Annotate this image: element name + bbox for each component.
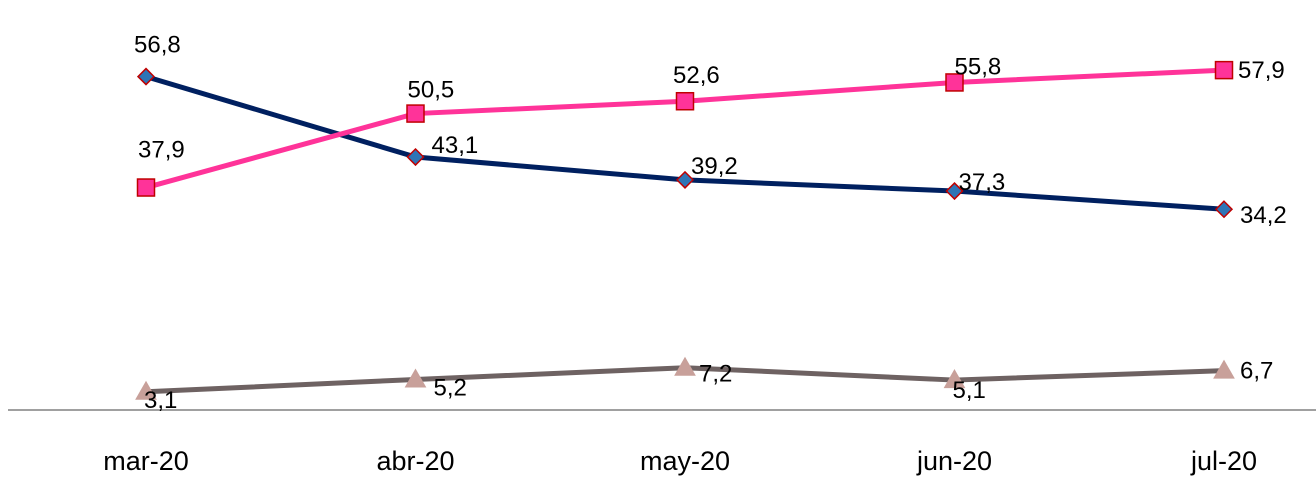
data-label: 5,1	[953, 377, 986, 404]
diamond-marker	[406, 147, 425, 167]
data-label: 37,9	[138, 137, 185, 164]
series-layer	[135, 60, 1235, 400]
data-label: 56,8	[134, 32, 181, 59]
x-tick-label: jul-20	[1190, 446, 1257, 476]
triangle-marker	[1213, 359, 1235, 379]
data-label: 3,1	[144, 387, 177, 414]
data-label: 6,7	[1240, 358, 1273, 385]
x-tick-label: jun-20	[916, 446, 992, 476]
x-tick-layer: mar-20 abr-20 may-20 jun-20 jul-20	[103, 446, 1257, 476]
square-marker	[136, 178, 156, 197]
triangle-marker	[135, 380, 157, 400]
square-marker	[945, 73, 964, 92]
diamond-marker	[945, 181, 964, 201]
triangle-marker	[674, 356, 696, 376]
triangle-marker	[943, 369, 966, 389]
diamond-marker	[675, 170, 695, 189]
data-label: 7,2	[699, 361, 732, 388]
data-label-layer: 56,8 43,1 39,2 37,3 34,2 37,9 50,5 52,6 55,8 57,9…	[134, 32, 1287, 414]
x-tick-label: mar-20	[103, 446, 189, 476]
x-tick-label: abr-20	[376, 446, 454, 476]
square-marker	[406, 104, 425, 123]
data-label: 39,2	[691, 153, 738, 180]
data-label: 37,3	[959, 169, 1006, 196]
square-marker	[675, 91, 695, 111]
diamond-marker	[136, 67, 156, 86]
data-label: 5,2	[434, 374, 467, 401]
square-marker	[1214, 60, 1234, 80]
data-label: 52,6	[673, 62, 720, 89]
data-label: 43,1	[432, 132, 479, 159]
x-tick-label: may-20	[640, 446, 730, 476]
data-label: 50,5	[408, 77, 455, 104]
data-label: 57,9	[1238, 57, 1285, 84]
data-label: 34,2	[1240, 202, 1287, 229]
diamond-marker	[1214, 200, 1234, 219]
data-label: 55,8	[955, 53, 1002, 80]
triangle-marker	[404, 368, 427, 388]
